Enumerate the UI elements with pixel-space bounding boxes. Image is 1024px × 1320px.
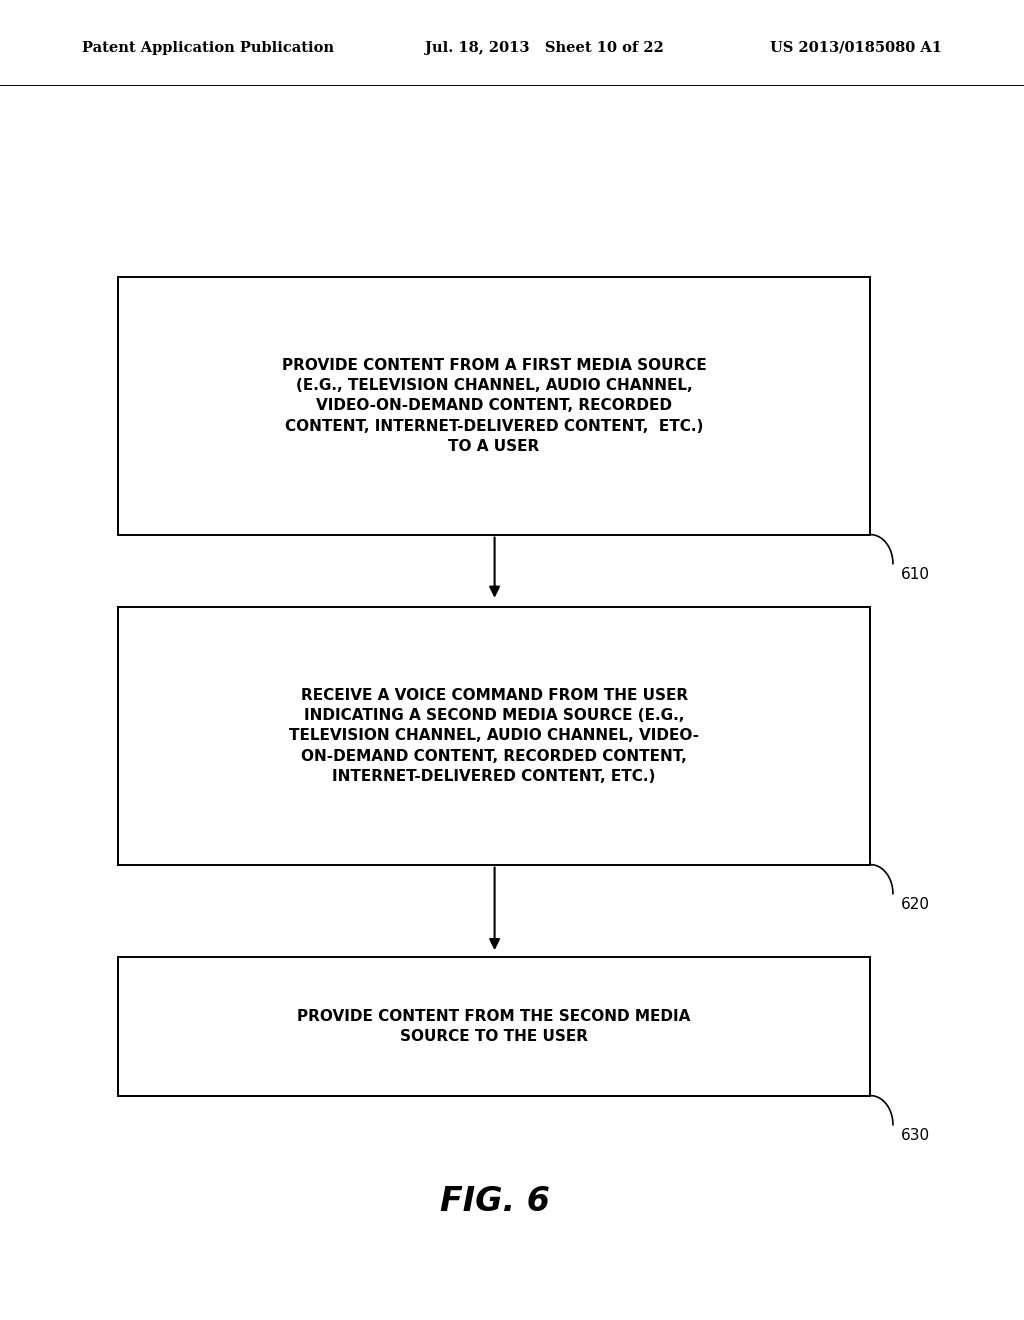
- Bar: [118, 957, 870, 1096]
- Text: Jul. 18, 2013   Sheet 10 of 22: Jul. 18, 2013 Sheet 10 of 22: [425, 41, 664, 54]
- Bar: [118, 607, 870, 865]
- Text: PROVIDE CONTENT FROM A FIRST MEDIA SOURCE
(E.G., TELEVISION CHANNEL, AUDIO CHANN: PROVIDE CONTENT FROM A FIRST MEDIA SOURC…: [282, 358, 707, 454]
- Text: 610: 610: [901, 566, 930, 582]
- Text: PROVIDE CONTENT FROM THE SECOND MEDIA
SOURCE TO THE USER: PROVIDE CONTENT FROM THE SECOND MEDIA SO…: [297, 1008, 691, 1044]
- Text: FIG. 6: FIG. 6: [439, 1185, 550, 1217]
- Text: 620: 620: [901, 896, 930, 912]
- Text: 630: 630: [901, 1127, 930, 1143]
- Bar: [118, 277, 870, 535]
- Text: US 2013/0185080 A1: US 2013/0185080 A1: [770, 41, 942, 54]
- Text: Patent Application Publication: Patent Application Publication: [82, 41, 334, 54]
- Text: RECEIVE A VOICE COMMAND FROM THE USER
INDICATING A SECOND MEDIA SOURCE (E.G.,
TE: RECEIVE A VOICE COMMAND FROM THE USER IN…: [289, 688, 699, 784]
